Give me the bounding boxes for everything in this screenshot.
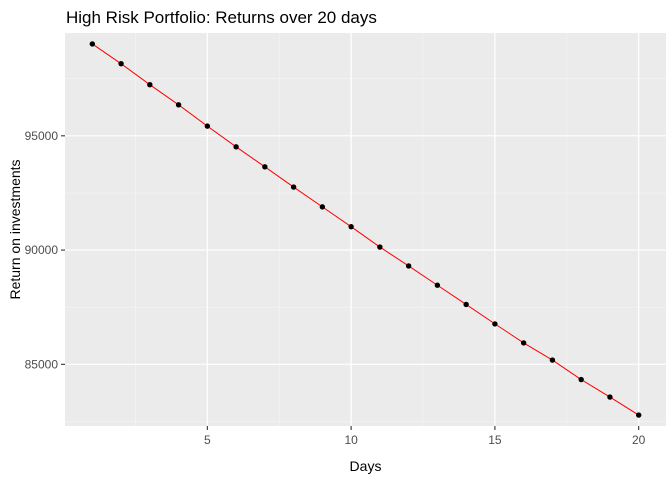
series-line-segment [293, 186, 323, 208]
series-lines [92, 43, 639, 416]
series-line-segment [92, 43, 122, 65]
series-line-segment [178, 104, 208, 127]
data-point [89, 41, 96, 47]
series-line-segment [120, 63, 151, 86]
series-line-segment [465, 304, 496, 325]
data-point [348, 223, 354, 230]
major-gridlines [65, 33, 666, 426]
series-line-segment [350, 226, 381, 248]
series-line-segment [437, 284, 467, 305]
minor-gridlines [65, 33, 666, 426]
series-line-segment [552, 359, 582, 380]
y-tick-label: 95000 [25, 129, 59, 143]
data-point [175, 102, 182, 108]
data-point [377, 244, 383, 250]
x-tick-label: 20 [632, 433, 646, 447]
data-point [492, 321, 498, 327]
series-line-segment [379, 246, 409, 267]
data-point [118, 60, 124, 67]
series-points [89, 41, 642, 418]
series-line-segment [494, 323, 524, 344]
series-line-segment [264, 166, 294, 188]
series-line-segment [207, 125, 237, 148]
data-point [147, 82, 153, 88]
x-tick-label: 10 [344, 433, 358, 447]
data-point [204, 123, 211, 129]
data-point [434, 282, 441, 288]
x-tick-label: 5 [204, 433, 211, 447]
plot-panel [65, 33, 666, 426]
y-axis-label: Return on investments [7, 159, 23, 299]
series-line-segment [322, 206, 352, 228]
data-point [578, 376, 584, 383]
series-line-segment [580, 379, 611, 398]
data-point [319, 204, 326, 210]
data-point [463, 301, 469, 308]
data-point [290, 184, 297, 190]
data-point [607, 394, 613, 400]
y-tick-label: 90000 [25, 243, 59, 257]
x-axis: 5 10 15 20 [204, 426, 646, 447]
series-line-segment [408, 265, 438, 286]
y-tick-label: 85000 [25, 357, 59, 371]
x-axis-label: Days [350, 458, 382, 474]
data-point [262, 164, 268, 170]
series-line-segment [235, 146, 266, 168]
series-line-segment [609, 396, 639, 416]
series-line-segment [149, 84, 179, 106]
data-point [520, 340, 527, 346]
y-axis: 85000 90000 95000 [25, 129, 65, 371]
x-tick-label: 15 [488, 433, 502, 447]
series-line-segment [523, 342, 553, 361]
data-point [405, 263, 412, 269]
data-point [635, 412, 642, 418]
chart-title: High Risk Portfolio: Returns over 20 day… [66, 8, 377, 27]
data-point [549, 357, 556, 363]
data-point [233, 144, 239, 150]
